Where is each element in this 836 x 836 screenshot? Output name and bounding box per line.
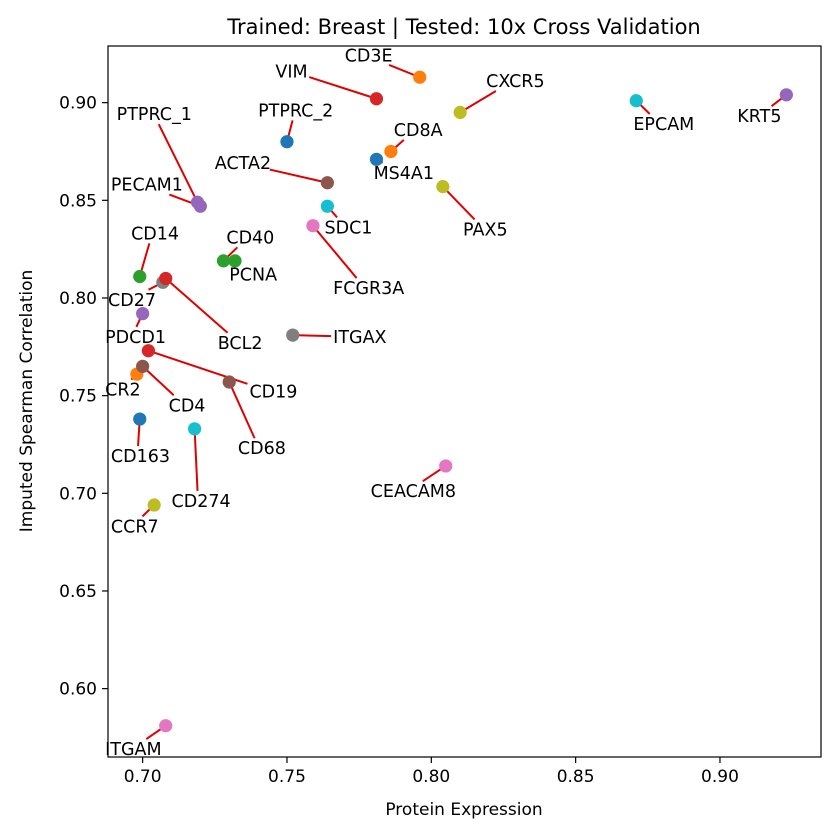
point-label-ptprc_1: PTPRC_1 [117, 105, 192, 125]
point-label-fcgr3a: FCGR3A [333, 279, 404, 299]
point-label-cr2: CR2 [105, 381, 141, 401]
point-label-cd27: CD27 [108, 291, 156, 311]
point-label-pdcd1: PDCD1 [105, 328, 166, 348]
leader-line-cd274 [193, 428, 199, 492]
point-ms4a1 [369, 152, 384, 166]
point-label-bcl2: BCL2 [218, 334, 263, 354]
y-tick-label: 0.60 [59, 680, 97, 700]
leader-line-cd4 [141, 365, 175, 396]
x-tick-label: 0.85 [557, 767, 595, 787]
point-label-pecam1: PECAM1 [111, 176, 183, 196]
point-label-pax5: PAX5 [463, 220, 508, 240]
point-epcam [629, 94, 643, 108]
point-label-ceacam8: CEACAM8 [371, 482, 456, 502]
leader-line-vim [308, 76, 377, 100]
point-itgax [286, 328, 300, 342]
point-label-ms4a1: MS4A1 [374, 164, 434, 184]
point-label-cd3e: CD3E [345, 47, 393, 67]
point-fcgr3a [306, 219, 320, 233]
point-pax5 [436, 180, 450, 194]
point-label-ccr7: CCR7 [111, 517, 159, 537]
x-tick-label: 0.75 [268, 767, 306, 787]
point-label-ptprc_2: PTPRC_2 [258, 101, 333, 121]
point-label-cd68: CD68 [238, 439, 286, 459]
x-tick-label: 0.80 [412, 767, 450, 787]
point-label-cd4: CD4 [169, 396, 206, 416]
leader-line-pax5 [442, 185, 476, 221]
x-tick-label: 0.90 [701, 767, 739, 787]
y-axis: 0.60 0.65 0.70 0.75 0.80 0.85 0.90 [59, 94, 108, 700]
y-tick-label: 0.75 [59, 387, 97, 407]
point-ceacam8 [439, 459, 453, 473]
point-label-cd8a: CD8A [394, 121, 443, 141]
point-krt5 [779, 88, 793, 102]
point-label-cd163: CD163 [111, 447, 170, 467]
leader-line-cxcr5 [459, 90, 497, 114]
point-sdc1 [320, 199, 334, 213]
point-cd3e [413, 70, 427, 84]
point-label-itgam: ITGAM [105, 740, 161, 760]
data-points [130, 70, 793, 733]
leader-line-acta2 [269, 168, 328, 184]
point-cd163 [133, 412, 147, 426]
point-cd8a [384, 144, 398, 159]
point-label-epcam: EPCAM [633, 115, 694, 135]
point-acta2 [320, 176, 334, 190]
point-label-sdc1: SDC1 [324, 219, 372, 239]
point-cd40 [216, 254, 231, 268]
point-label-krt5: KRT5 [737, 107, 781, 127]
leader-line-bcl2 [165, 277, 229, 334]
point-label-acta2: ACTA2 [215, 154, 271, 174]
point-label-cxcr5: CXCR5 [486, 72, 544, 92]
point-ptprc_2 [280, 135, 294, 149]
leader-line-ptprc_1 [157, 123, 199, 203]
point-cd14 [133, 269, 147, 284]
x-axis-label: Protein Expression [385, 800, 542, 820]
point-label-pcna: PCNA [229, 265, 277, 285]
point-itgam [159, 719, 173, 733]
chart-title: Trained: Breast | Tested: 10x Cross Vali… [226, 15, 700, 40]
point-bcl2 [159, 271, 173, 286]
y-tick-label: 0.65 [59, 582, 97, 602]
x-axis: 0.70 0.75 0.80 0.85 0.90 [124, 757, 739, 787]
point-label-cd274: CD274 [172, 492, 231, 512]
y-axis-label: Imputed Spearman Correlation [17, 270, 37, 533]
y-tick-label: 0.85 [59, 191, 97, 211]
point-vim [369, 92, 384, 106]
point-pcna [228, 254, 242, 268]
point-cd68 [222, 375, 236, 389]
point-cxcr5 [453, 105, 467, 120]
point-label-cd40: CD40 [226, 228, 274, 248]
y-tick-label: 0.80 [59, 289, 97, 309]
point-pecam1 [193, 199, 207, 213]
point-label-vim: VIM [275, 62, 307, 82]
point-ccr7 [147, 498, 161, 512]
y-tick-label: 0.70 [59, 484, 97, 504]
leader-line-cd68 [228, 381, 256, 439]
point-cd274 [187, 422, 202, 436]
point-labels: PTPRC_1 PECAM1 VIM CD3E CXCR5 PTPRC_2 CD8A MS4A… [105, 47, 781, 760]
point-label-itgax: ITGAX [333, 328, 386, 348]
point-cd4 [136, 359, 150, 373]
point-label-cd14: CD14 [131, 224, 179, 244]
x-tick-label: 0.70 [124, 767, 162, 787]
point-pdcd1 [136, 307, 150, 321]
point-label-cd19: CD19 [249, 383, 297, 403]
point-cd19 [141, 344, 156, 358]
plot-frame [107, 45, 822, 758]
y-tick-label: 0.90 [59, 94, 97, 114]
leader-line-fcgr3a [312, 225, 358, 279]
